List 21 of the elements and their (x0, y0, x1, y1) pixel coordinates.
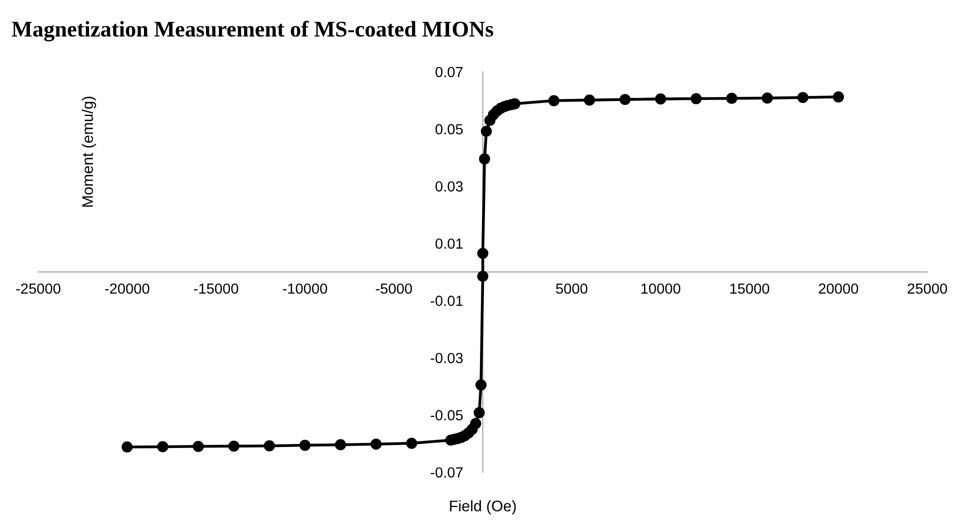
y-tick-label: 0.05 (436, 124, 463, 134)
y-tick-label: -0.03 (430, 352, 463, 364)
x-tick-label: -5000 (376, 283, 412, 294)
x-tick-label: 20000 (818, 283, 858, 294)
y-tick-label: -0.05 (430, 410, 463, 420)
y-tick-label: 0.07 (436, 66, 463, 78)
x-tick-label: -15000 (194, 283, 238, 294)
x-tick-label: 5000 (556, 283, 588, 294)
y-tick-label: -0.07 (430, 467, 463, 478)
y-axis-title: Moment (emu/g) (82, 96, 96, 207)
chart-title: Magnetization Measurement of MS-coated MIONs (12, 20, 494, 42)
x-tick-label: -20000 (105, 283, 150, 294)
y-tick-label: 0.01 (436, 238, 463, 249)
x-axis-title: Field (Oe) (450, 500, 516, 514)
x-tick-label: 15000 (730, 283, 770, 294)
y-tick-label: -0.01 (430, 296, 463, 306)
x-tick-label: 10000 (641, 283, 680, 294)
y-tick-label: 0.03 (436, 181, 463, 192)
x-tick-label: -10000 (282, 283, 328, 294)
x-tick-label: 25000 (908, 283, 948, 294)
x-tick-label: -25000 (16, 283, 60, 294)
